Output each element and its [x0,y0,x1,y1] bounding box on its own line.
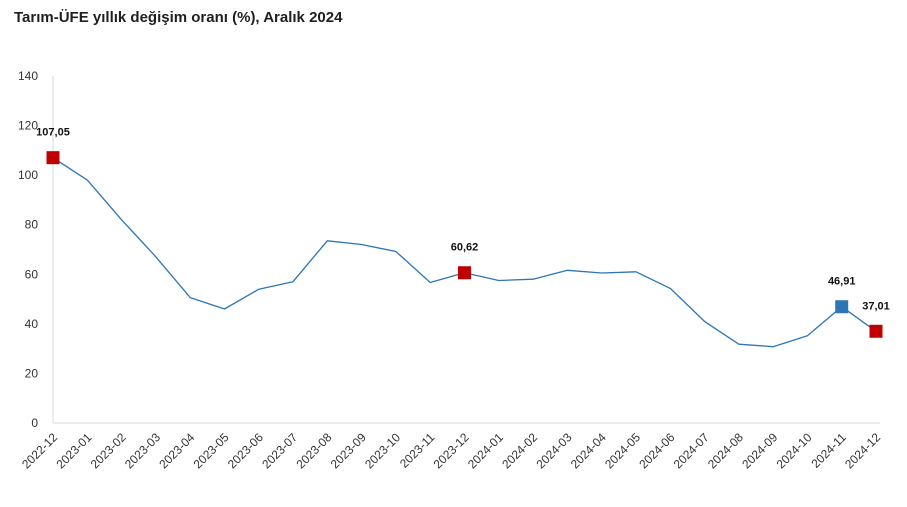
x-tick-label: 2023-08 [294,430,335,471]
x-tick-label: 2024-08 [705,430,746,471]
x-tick-label: 2022-12 [19,430,60,471]
y-axis: 0 20 40 60 80 100 120 140 [18,69,54,430]
x-tick-label: 2023-01 [53,430,94,471]
highlight-marker [835,300,849,314]
markers: 107,05 60,62 46,91 37,01 [36,127,890,338]
x-tick-label: 2023-03 [122,430,163,471]
x-tick-label: 2024-05 [602,430,643,471]
highlight-marker [869,324,883,338]
data-label: 37,01 [862,300,890,312]
highlight-marker [46,151,60,165]
data-label: 60,62 [451,242,479,254]
x-tick-label: 2024-11 [809,430,850,471]
y-tick-label: 40 [25,317,39,331]
x-tick-label: 2024-04 [568,430,609,471]
x-tick-label: 2024-01 [465,430,506,471]
x-tick-label: 2023-04 [156,430,197,471]
x-tick-label: 2024-03 [534,430,575,471]
chart-title: Tarım-ÜFE yıllık değişim oranı (%), Aral… [14,9,343,26]
x-tick-label: 2023-09 [328,430,369,471]
x-tick-label: 2024-10 [774,430,815,471]
x-tick-label: 2023-10 [362,430,403,471]
highlight-marker [458,266,471,280]
x-tick-label: 2023-06 [225,430,266,471]
x-tick-label: 2024-07 [671,430,712,471]
x-tick-label: 2023-02 [88,430,129,471]
data-label: 107,05 [36,127,70,139]
data-label: 46,91 [828,276,856,288]
y-tick-label: 0 [31,416,38,430]
x-tick-label: 2024-09 [739,430,780,471]
x-axis: 2022-122023-012023-022023-032023-042023-… [19,422,883,471]
y-tick-label: 120 [18,119,38,133]
y-tick-label: 100 [18,168,38,182]
x-tick-label: 2023-12 [431,430,472,471]
y-tick-label: 20 [25,366,39,380]
x-tick-label: 2023-07 [259,430,300,471]
x-tick-label: 2024-12 [842,430,883,471]
y-tick-label: 140 [18,69,38,83]
x-tick-label: 2024-02 [499,430,540,471]
x-tick-label: 2024-06 [636,430,677,471]
y-tick-label: 60 [25,267,39,281]
y-tick-label: 80 [25,218,39,232]
x-tick-label: 2023-11 [397,430,438,471]
x-tick-label: 2023-05 [191,430,232,471]
